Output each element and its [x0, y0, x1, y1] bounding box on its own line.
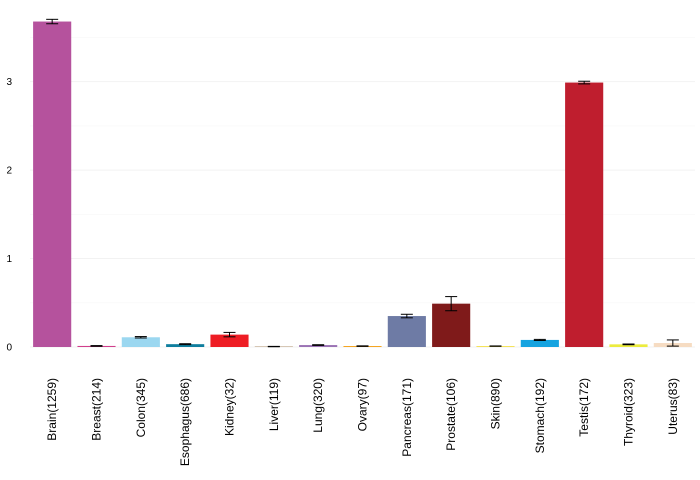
x-tick-label: Colon(345) [134, 378, 148, 437]
x-tick-label: Thyroid(323) [622, 378, 636, 446]
x-tick-label: Uterus(83) [666, 378, 680, 435]
error-bar [400, 313, 413, 319]
bar [166, 344, 205, 347]
x-tick-label: Kidney(32) [223, 378, 237, 436]
bars [33, 21, 692, 348]
x-axis: Brain(1259) Breast(214) Colon(345) Esophagu… [45, 378, 680, 466]
error-bar [445, 296, 458, 312]
error-bar [312, 344, 325, 346]
x-tick-label: Breast(214) [90, 378, 104, 441]
x-tick-label: Brain(1259) [45, 378, 59, 441]
x-tick-label: Esophagus(686) [178, 378, 192, 466]
error-bars [46, 18, 679, 348]
x-tick-label: Skin(890) [489, 378, 503, 429]
error-bar [179, 343, 192, 346]
y-tick-label: 0 [6, 343, 12, 354]
x-tick-label: Stomach(192) [533, 378, 547, 453]
x-tick-label: Lung(320) [311, 378, 325, 433]
bar [609, 344, 648, 347]
bar [387, 316, 426, 347]
y-tick-label: 3 [6, 77, 12, 88]
bar [210, 334, 249, 347]
x-tick-label: Testis(172) [577, 378, 591, 437]
y-axis: 0 1 2 3 [6, 77, 12, 353]
bar [121, 337, 160, 347]
y-tick-label: 1 [6, 254, 12, 265]
error-bar [134, 336, 147, 339]
bar [520, 339, 559, 347]
y-tick-label: 2 [6, 166, 12, 177]
error-bar [46, 18, 59, 25]
error-bar [533, 338, 546, 341]
bar [299, 345, 338, 347]
bar [33, 21, 72, 348]
x-tick-label: Pancreas(171) [400, 378, 414, 457]
error-bar [666, 339, 679, 347]
x-tick-label: Ovary(97) [356, 378, 370, 431]
error-bar [356, 345, 369, 347]
bar [565, 82, 604, 347]
error-bar [223, 331, 236, 338]
error-bar [90, 345, 103, 347]
error-bar [578, 80, 591, 85]
error-bar [622, 343, 635, 346]
x-tick-label: Prostate(106) [444, 378, 458, 451]
x-tick-label: Liver(119) [267, 378, 281, 431]
